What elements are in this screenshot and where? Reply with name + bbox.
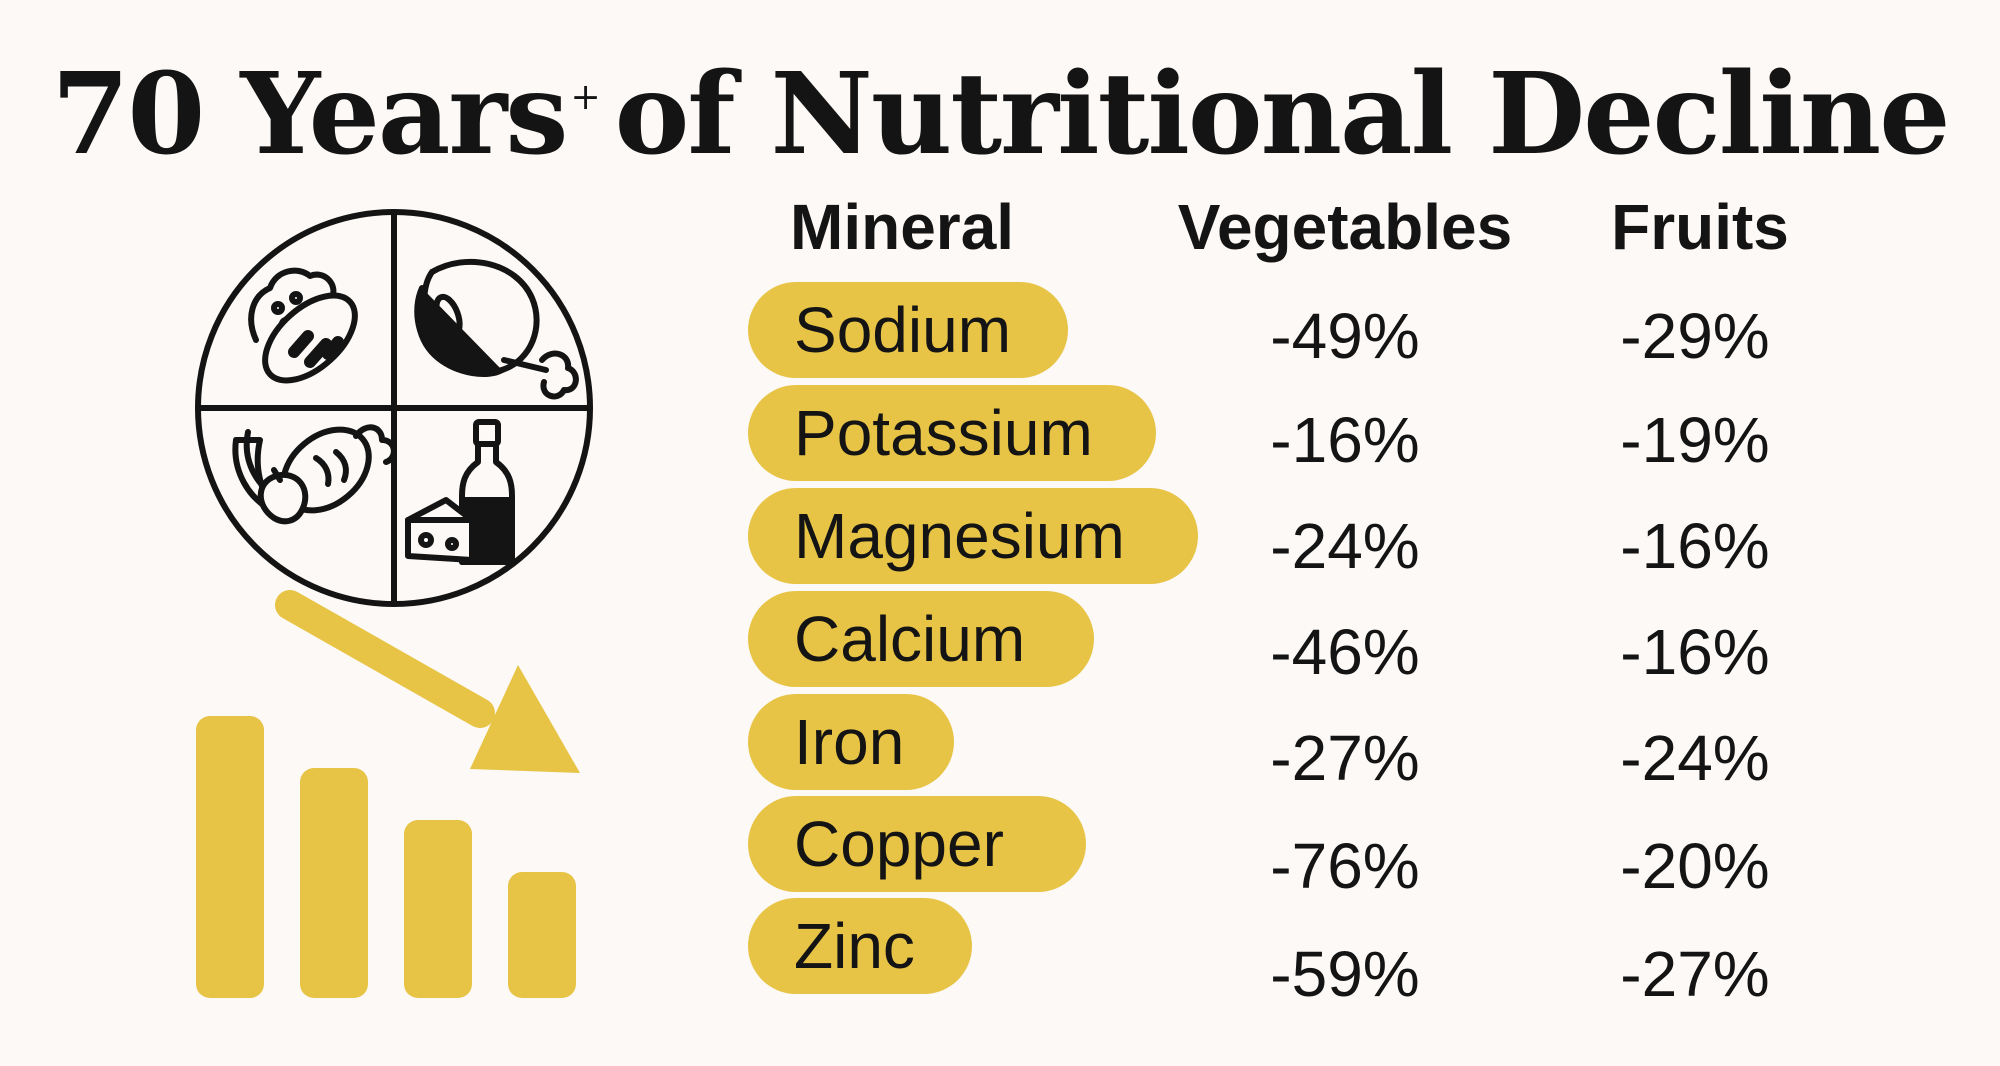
veg-value-zinc: -59% bbox=[1270, 938, 1420, 1010]
page-title: 70 Years + of Nutritional Decline bbox=[0, 28, 2000, 185]
bar-1 bbox=[196, 716, 264, 998]
fruit-value-calcium: -16% bbox=[1620, 616, 1770, 688]
mineral-pill-copper: Copper bbox=[748, 796, 1086, 892]
fruit-value-copper: -20% bbox=[1620, 830, 1770, 902]
header-fruits: Fruits bbox=[1611, 191, 1789, 263]
fruit-value-potassium: -19% bbox=[1620, 404, 1770, 476]
fruit-value-magnesium: -16% bbox=[1620, 510, 1770, 582]
declining-bars-icon bbox=[196, 716, 576, 998]
veg-value-sodium: -49% bbox=[1270, 300, 1420, 372]
mineral-pill-zinc: Zinc bbox=[748, 898, 972, 994]
fruit-value-zinc: -27% bbox=[1620, 938, 1770, 1010]
bar-4 bbox=[508, 872, 576, 998]
title-main: 70 Years bbox=[51, 49, 569, 180]
bar-3 bbox=[404, 820, 472, 998]
mineral-pill-calcium: Calcium bbox=[748, 591, 1094, 687]
header-vegetables: Vegetables bbox=[1177, 191, 1513, 263]
mineral-pill-magnesium: Magnesium bbox=[748, 488, 1198, 584]
mineral-pill-iron: Iron bbox=[748, 694, 954, 790]
mineral-pill-potassium: Potassium bbox=[748, 385, 1156, 481]
veg-value-magnesium: -24% bbox=[1270, 510, 1420, 582]
bottle-cheese-icon bbox=[405, 419, 515, 565]
ham-icon bbox=[414, 258, 579, 400]
down-trend-arrow-icon bbox=[275, 590, 580, 773]
title-rest: of Nutritional Decline bbox=[614, 49, 1951, 180]
fruit-value-iron: -24% bbox=[1620, 722, 1770, 794]
veg-value-iron: -27% bbox=[1270, 722, 1420, 794]
header-mineral: Mineral bbox=[790, 191, 1015, 263]
fruits-icon bbox=[232, 424, 397, 525]
bar-2 bbox=[300, 768, 368, 998]
bread-icon bbox=[248, 267, 358, 384]
title-superscript: + bbox=[570, 77, 600, 118]
veg-value-calcium: -46% bbox=[1270, 616, 1420, 688]
food-plate-icon bbox=[195, 209, 593, 607]
veg-value-copper: -76% bbox=[1270, 830, 1420, 902]
fruit-value-sodium: -29% bbox=[1620, 300, 1770, 372]
mineral-pill-sodium: Sodium bbox=[748, 282, 1068, 378]
veg-value-potassium: -16% bbox=[1270, 404, 1420, 476]
